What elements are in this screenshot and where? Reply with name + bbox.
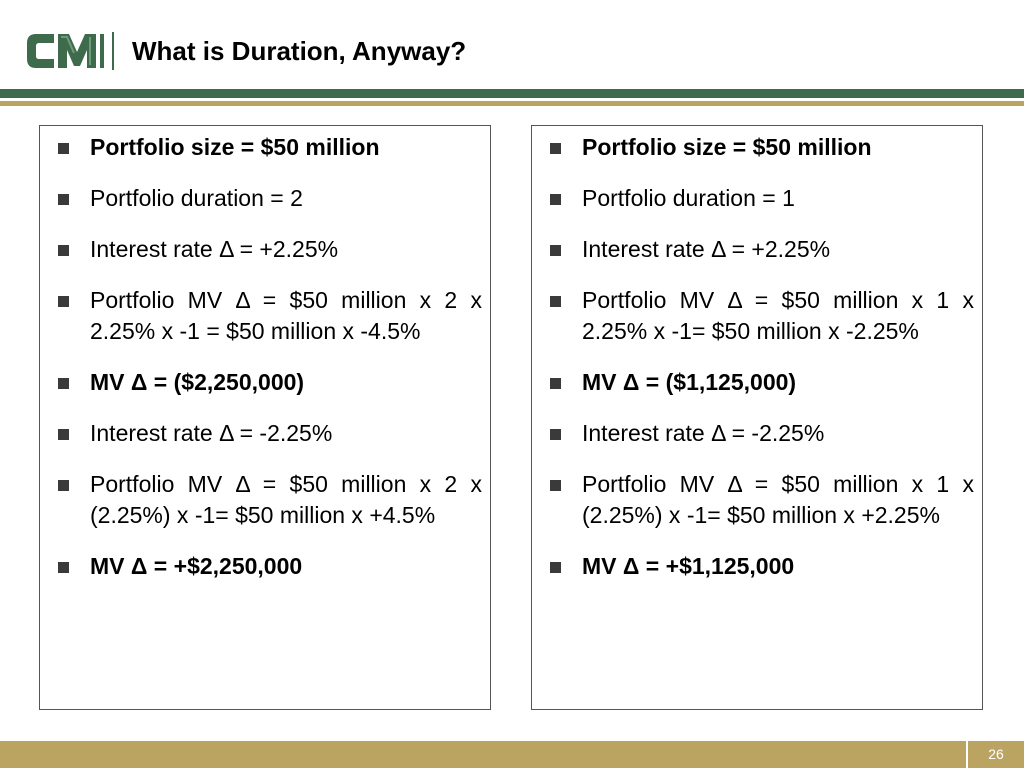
- bullet-text: MV Δ = +$1,125,000: [582, 553, 795, 579]
- bullet-text: Portfolio MV Δ = $50 million x 1 x 2.25%…: [582, 287, 974, 344]
- footer-divider: [966, 741, 968, 768]
- bullet-square-icon: [58, 143, 69, 154]
- bullet-square-icon: [58, 194, 69, 205]
- bullet-text: Portfolio MV Δ = $50 million x 2 x 2.25%…: [90, 287, 482, 344]
- right-bullet-list: Portfolio size = $50 million Portfolio d…: [546, 132, 974, 602]
- bullet-square-icon: [58, 245, 69, 256]
- bullet-square-icon: [550, 378, 561, 389]
- logo-mark-icon: [27, 34, 104, 68]
- bullet-square-icon: [550, 480, 561, 491]
- title-divider: [112, 32, 114, 70]
- bullet-text: Portfolio size = $50 million: [582, 134, 872, 160]
- bullet-item: MV Δ = +$2,250,000: [54, 551, 482, 582]
- bullet-square-icon: [550, 429, 561, 440]
- bullet-text: Interest rate Δ = +2.25%: [90, 236, 339, 262]
- bullet-square-icon: [58, 378, 69, 389]
- bullet-text: Interest rate Δ = -2.25%: [582, 420, 825, 446]
- bullet-text: Interest rate Δ = -2.25%: [90, 420, 333, 446]
- bullet-item: Interest rate Δ = -2.25%: [546, 418, 974, 449]
- bullet-text: Portfolio MV Δ = $50 million x 1 x (2.25…: [582, 471, 974, 528]
- bullet-square-icon: [550, 194, 561, 205]
- bullet-item: Interest rate Δ = +2.25%: [54, 234, 482, 265]
- bullet-text: Portfolio MV Δ = $50 million x 2 x (2.25…: [90, 471, 482, 528]
- bullet-item: Portfolio MV Δ = $50 million x 1 x 2.25%…: [546, 285, 974, 347]
- bullet-item: Portfolio duration = 2: [54, 183, 482, 214]
- bullet-square-icon: [58, 480, 69, 491]
- bullet-square-icon: [58, 562, 69, 573]
- bullet-text: MV Δ = ($1,125,000): [582, 369, 797, 395]
- bullet-item: Portfolio MV Δ = $50 million x 2 x (2.25…: [54, 469, 482, 531]
- header-rule-gold: [0, 101, 1024, 106]
- bullet-item: Interest rate Δ = -2.25%: [54, 418, 482, 449]
- slide-title: What is Duration, Anyway?: [132, 36, 467, 66]
- bullet-square-icon: [550, 245, 561, 256]
- bullet-square-icon: [550, 562, 561, 573]
- bullet-item: Portfolio MV Δ = $50 million x 2 x 2.25%…: [54, 285, 482, 347]
- bullet-item: MV Δ = ($2,250,000): [54, 367, 482, 398]
- bullet-text: Portfolio duration = 2: [90, 185, 303, 211]
- bullet-item: Portfolio size = $50 million: [54, 132, 482, 163]
- company-logo: [27, 34, 104, 68]
- right-content-panel: Portfolio size = $50 million Portfolio d…: [531, 125, 983, 710]
- bullet-square-icon: [550, 296, 561, 307]
- bullet-text: Interest rate Δ = +2.25%: [582, 236, 831, 262]
- bullet-item: MV Δ = ($1,125,000): [546, 367, 974, 398]
- bullet-item: Portfolio duration = 1: [546, 183, 974, 214]
- bullet-item: Portfolio MV Δ = $50 million x 1 x (2.25…: [546, 469, 974, 531]
- bullet-item: Interest rate Δ = +2.25%: [546, 234, 974, 265]
- bullet-item: MV Δ = +$1,125,000: [546, 551, 974, 582]
- bullet-text: MV Δ = ($2,250,000): [90, 369, 305, 395]
- left-bullet-list: Portfolio size = $50 million Portfolio d…: [54, 132, 482, 602]
- bullet-text: Portfolio duration = 1: [582, 185, 795, 211]
- bullet-square-icon: [58, 429, 69, 440]
- bullet-text: MV Δ = +$2,250,000: [90, 553, 303, 579]
- bullet-text: Portfolio size = $50 million: [90, 134, 380, 160]
- bullet-square-icon: [550, 143, 561, 154]
- left-content-panel: Portfolio size = $50 million Portfolio d…: [39, 125, 491, 710]
- bullet-item: Portfolio size = $50 million: [546, 132, 974, 163]
- header-rule-green: [0, 89, 1024, 98]
- page-number: 26: [988, 746, 1004, 762]
- bullet-square-icon: [58, 296, 69, 307]
- footer-bar: [0, 741, 1024, 768]
